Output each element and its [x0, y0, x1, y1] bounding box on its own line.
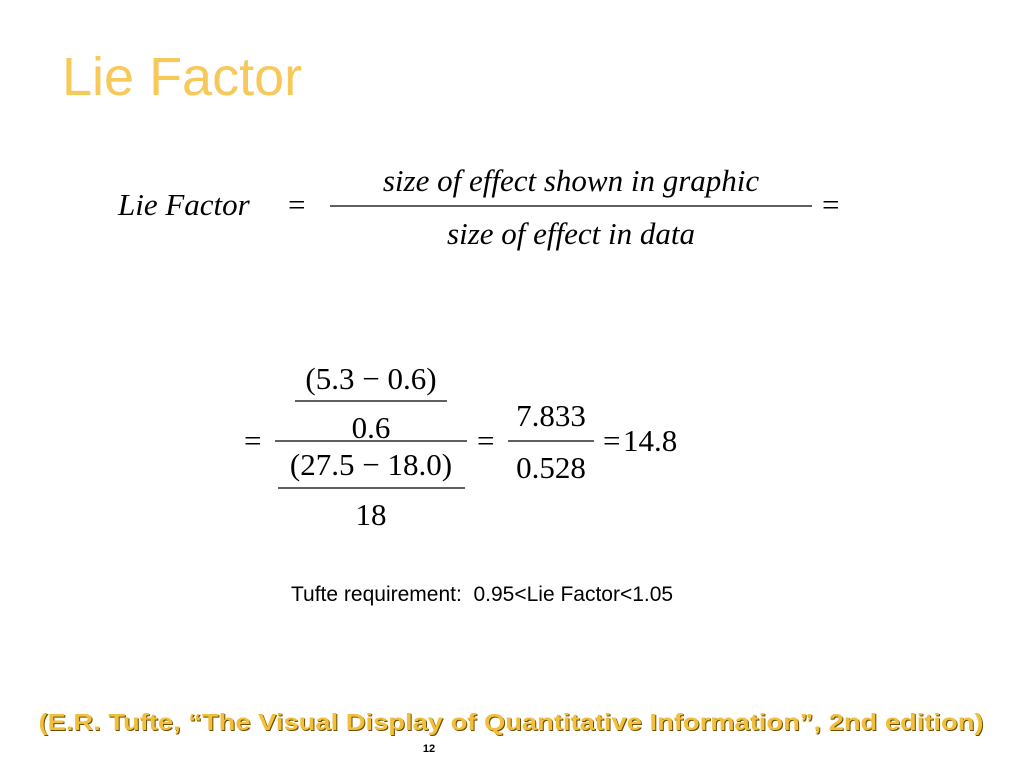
result: 14.8	[623, 423, 677, 458]
fraction-denominator: size of effect in data	[447, 216, 695, 251]
equals-sign: =	[288, 187, 305, 222]
fraction-numerator: 7.833	[516, 398, 586, 433]
citation: (E.R. Tufte, “The Visual Display of Quan…	[39, 709, 984, 735]
fraction-numerator: (27.5 − 18.0)	[290, 447, 452, 482]
equals-sign: =	[603, 423, 620, 458]
requirement-note: Tufte requirement: 0.95<Lie Factor<1.05	[291, 583, 673, 606]
equals-sign: =	[477, 423, 494, 458]
fraction-denominator: 0.528	[516, 450, 586, 485]
equals-sign: =	[822, 187, 839, 222]
formula-lhs: Lie Factor	[117, 187, 251, 222]
page-number: 12	[423, 743, 435, 755]
fraction-numerator: (5.3 − 0.6)	[305, 361, 436, 396]
fraction-numerator: size of effect shown in graphic	[383, 163, 760, 198]
fraction-denominator: 0.6	[352, 410, 391, 445]
slide-title: Lie Factor	[62, 47, 302, 107]
fraction-denominator: 18	[356, 497, 387, 532]
equals-sign: =	[244, 423, 261, 458]
